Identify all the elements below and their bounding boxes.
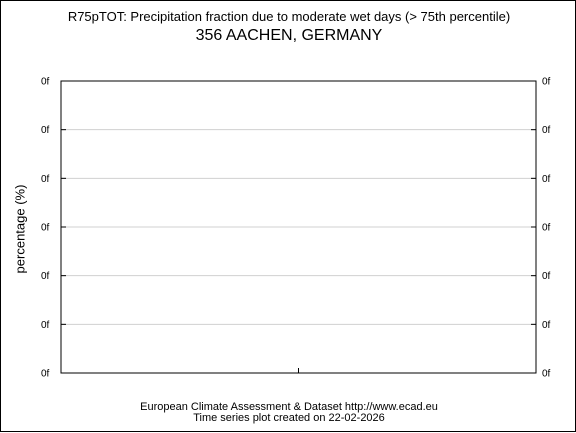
plot-border xyxy=(60,80,537,374)
y-tick-label: 0f xyxy=(41,223,50,234)
footer-source: European Climate Assessment & Dataset ht… xyxy=(140,401,438,413)
y-tick-label-right: 0f xyxy=(542,174,551,185)
y-tick-label-right: 0f xyxy=(542,369,551,380)
chart-subtitle: 356 AACHEN, GERMANY xyxy=(195,27,383,44)
y-tick-label-right: 0f xyxy=(542,223,551,234)
y-tick-label-right: 0f xyxy=(542,271,551,282)
y-tick-label-right: 0f xyxy=(542,320,551,331)
y-tick-label: 0f xyxy=(41,320,50,331)
y-tick-label-right: 0f xyxy=(542,77,551,88)
y-tick-label: 0f xyxy=(41,125,50,136)
y-tick-label-right: 0f xyxy=(542,125,551,136)
y-tick-label: 0f xyxy=(41,271,50,282)
footer-created: Time series plot created on 22-02-2026 xyxy=(193,412,385,424)
y-tick-label: 0f xyxy=(41,174,50,185)
chart-title: R75pTOT: Precipitation fraction due to m… xyxy=(67,9,511,24)
y-tick-label: 0f xyxy=(41,369,50,380)
y-tick-label: 0f xyxy=(41,77,50,88)
